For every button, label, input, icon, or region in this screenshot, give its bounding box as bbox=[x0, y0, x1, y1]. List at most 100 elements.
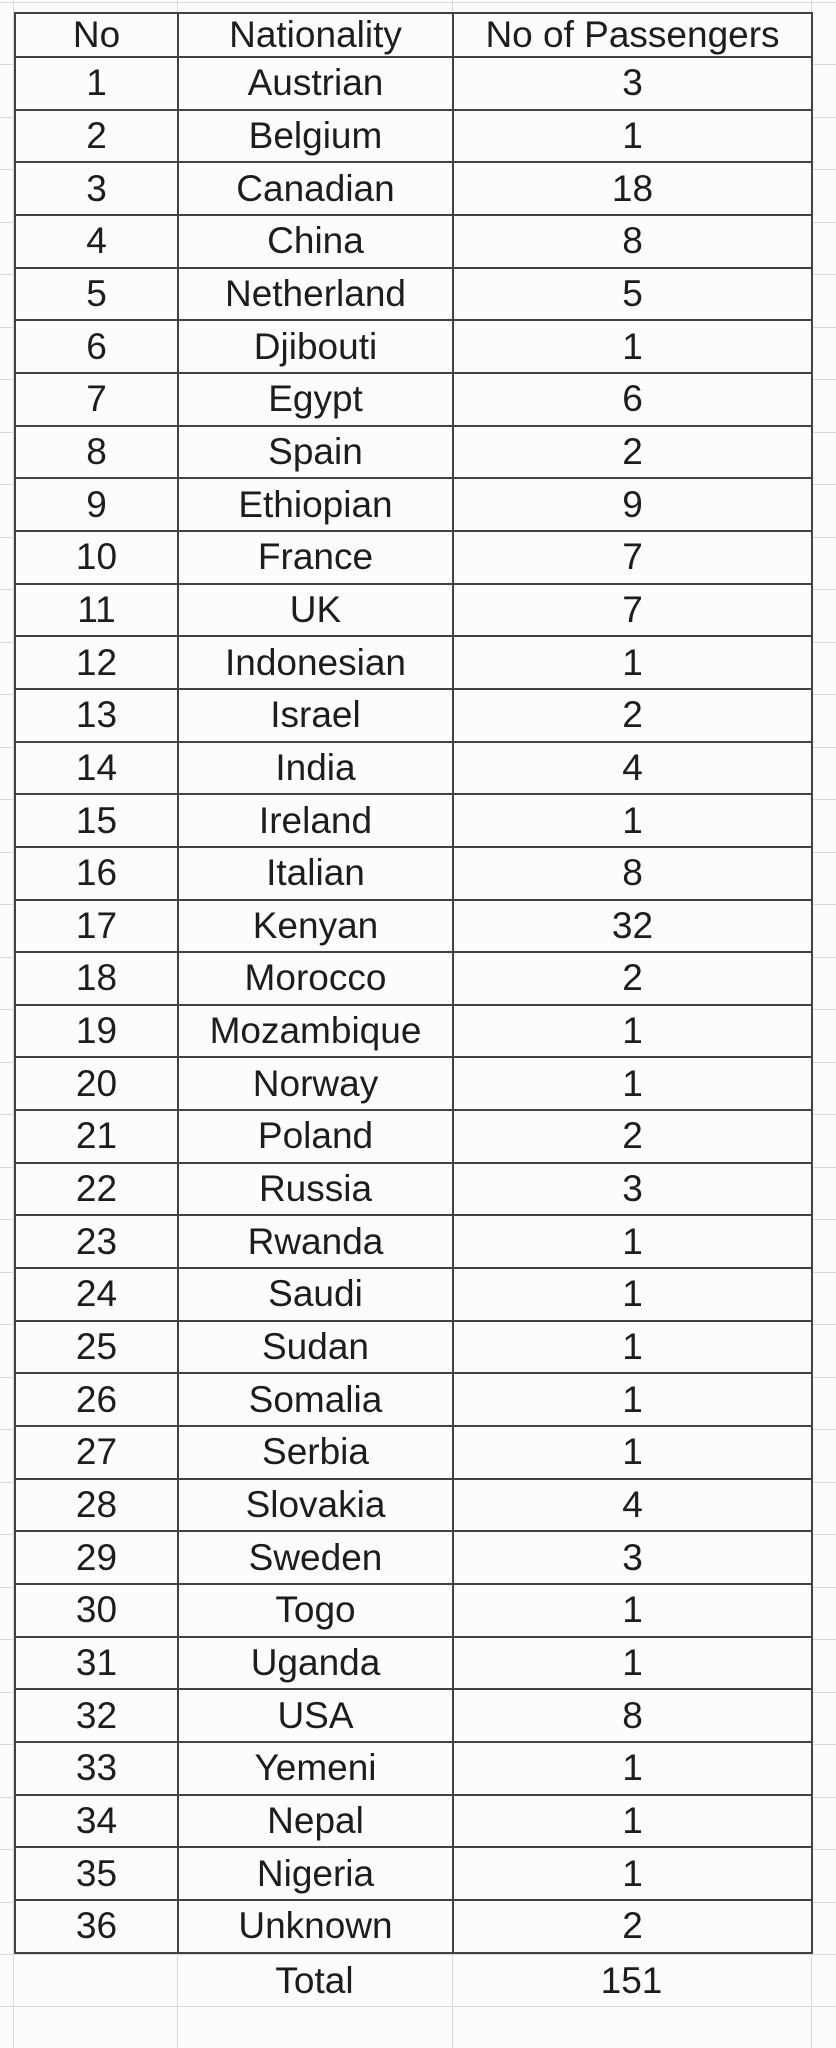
passengers-cell[interactable]: 1 bbox=[452, 1793, 813, 1849]
row-no-cell[interactable]: 26 bbox=[14, 1372, 179, 1428]
row-no-cell[interactable]: 31 bbox=[14, 1635, 179, 1691]
nationality-cell[interactable]: China bbox=[177, 213, 454, 269]
row-no-cell[interactable]: 4 bbox=[14, 213, 179, 269]
row-no-cell[interactable]: 6 bbox=[14, 319, 179, 374]
passengers-cell[interactable]: 1 bbox=[452, 1056, 813, 1112]
row-no-cell[interactable]: 11 bbox=[14, 582, 179, 638]
row-no-cell[interactable]: 36 bbox=[14, 1898, 179, 1955]
row-no-cell[interactable]: 10 bbox=[14, 529, 179, 585]
passengers-cell[interactable]: 1 bbox=[452, 793, 813, 848]
row-no-cell[interactable]: 3 bbox=[14, 161, 179, 216]
row-no-cell[interactable]: 25 bbox=[14, 1319, 179, 1375]
passengers-cell[interactable]: 1 bbox=[452, 1583, 813, 1638]
passengers-cell[interactable]: 3 bbox=[452, 56, 813, 111]
nationality-cell[interactable]: Ethiopian bbox=[177, 477, 454, 532]
row-no-cell[interactable]: 33 bbox=[14, 1741, 179, 1796]
passengers-cell[interactable]: 1 bbox=[452, 1846, 813, 1901]
nationality-cell[interactable]: USA bbox=[177, 1688, 454, 1743]
passengers-cell[interactable]: 7 bbox=[452, 529, 813, 585]
nationality-cell[interactable]: Russia bbox=[177, 1161, 454, 1217]
row-no-cell[interactable]: 2 bbox=[14, 108, 179, 164]
row-no-cell[interactable]: 24 bbox=[14, 1267, 179, 1322]
passengers-cell[interactable]: 1 bbox=[452, 1372, 813, 1428]
passengers-cell[interactable]: 2 bbox=[452, 687, 813, 743]
row-no-cell[interactable]: 17 bbox=[14, 898, 179, 954]
col-header-no[interactable]: No bbox=[14, 12, 179, 58]
nationality-cell[interactable]: Serbia bbox=[177, 1425, 454, 1480]
passengers-cell[interactable]: 2 bbox=[452, 424, 813, 480]
nationality-cell[interactable]: Rwanda bbox=[177, 1214, 454, 1270]
row-no-cell[interactable]: 19 bbox=[14, 1003, 179, 1059]
row-no-cell[interactable]: 29 bbox=[14, 1530, 179, 1586]
total-value-cell[interactable]: 151 bbox=[600, 1960, 663, 2001]
passengers-cell[interactable]: 9 bbox=[452, 477, 813, 532]
passengers-cell[interactable]: 5 bbox=[452, 266, 813, 322]
passengers-cell[interactable]: 3 bbox=[452, 1530, 813, 1586]
passengers-cell[interactable]: 32 bbox=[452, 898, 813, 954]
nationality-cell[interactable]: Togo bbox=[177, 1583, 454, 1638]
passengers-cell[interactable]: 1 bbox=[452, 319, 813, 374]
row-no-cell[interactable]: 5 bbox=[14, 266, 179, 322]
row-no-cell[interactable]: 1 bbox=[14, 56, 179, 111]
row-no-cell[interactable]: 7 bbox=[14, 371, 179, 427]
passengers-cell[interactable]: 2 bbox=[452, 1898, 813, 1955]
nationality-cell[interactable]: Nepal bbox=[177, 1793, 454, 1849]
nationality-cell[interactable]: Saudi bbox=[177, 1267, 454, 1322]
nationality-cell[interactable]: France bbox=[177, 529, 454, 585]
nationality-cell[interactable]: Nigeria bbox=[177, 1846, 454, 1901]
nationality-cell[interactable]: Norway bbox=[177, 1056, 454, 1112]
passengers-cell[interactable]: 7 bbox=[452, 582, 813, 638]
total-empty-cell[interactable] bbox=[14, 1954, 177, 2007]
passengers-cell[interactable]: 1 bbox=[452, 1267, 813, 1322]
passengers-cell[interactable]: 1 bbox=[452, 1003, 813, 1059]
passengers-cell[interactable]: 1 bbox=[452, 1741, 813, 1796]
nationality-cell[interactable]: Unknown bbox=[177, 1898, 454, 1955]
passengers-cell[interactable]: 4 bbox=[452, 740, 813, 796]
passengers-cell[interactable]: 3 bbox=[452, 1161, 813, 1217]
nationality-cell[interactable]: Morocco bbox=[177, 951, 454, 1006]
passengers-cell[interactable]: 4 bbox=[452, 1477, 813, 1533]
col-header-nationality[interactable]: Nationality bbox=[177, 12, 454, 58]
row-no-cell[interactable]: 18 bbox=[14, 951, 179, 1006]
row-no-cell[interactable]: 21 bbox=[14, 1109, 179, 1164]
nationality-cell[interactable]: India bbox=[177, 740, 454, 796]
nationality-cell[interactable]: Slovakia bbox=[177, 1477, 454, 1533]
row-no-cell[interactable]: 15 bbox=[14, 793, 179, 848]
passengers-cell[interactable]: 2 bbox=[452, 951, 813, 1006]
nationality-cell[interactable]: Sudan bbox=[177, 1319, 454, 1375]
passengers-cell[interactable]: 1 bbox=[452, 1425, 813, 1480]
col-header-passengers[interactable]: No of Passengers bbox=[452, 12, 813, 58]
nationality-cell[interactable]: Belgium bbox=[177, 108, 454, 164]
row-no-cell[interactable]: 8 bbox=[14, 424, 179, 480]
row-no-cell[interactable]: 27 bbox=[14, 1425, 179, 1480]
nationality-cell[interactable]: UK bbox=[177, 582, 454, 638]
row-no-cell[interactable]: 16 bbox=[14, 845, 179, 901]
passengers-cell[interactable]: 1 bbox=[452, 635, 813, 690]
passengers-cell[interactable]: 6 bbox=[452, 371, 813, 427]
nationality-cell[interactable]: Israel bbox=[177, 687, 454, 743]
nationality-cell[interactable]: Sweden bbox=[177, 1530, 454, 1586]
nationality-cell[interactable]: Uganda bbox=[177, 1635, 454, 1691]
row-no-cell[interactable]: 12 bbox=[14, 635, 179, 690]
passengers-cell[interactable]: 8 bbox=[452, 845, 813, 901]
nationality-cell[interactable]: Djibouti bbox=[177, 319, 454, 374]
passengers-cell[interactable]: 1 bbox=[452, 1214, 813, 1270]
nationality-cell[interactable]: Ireland bbox=[177, 793, 454, 848]
nationality-cell[interactable]: Spain bbox=[177, 424, 454, 480]
row-no-cell[interactable]: 13 bbox=[14, 687, 179, 743]
passengers-cell[interactable]: 2 bbox=[452, 1109, 813, 1164]
nationality-cell[interactable]: Italian bbox=[177, 845, 454, 901]
row-no-cell[interactable]: 30 bbox=[14, 1583, 179, 1638]
row-no-cell[interactable]: 28 bbox=[14, 1477, 179, 1533]
total-label-cell[interactable]: Total bbox=[275, 1960, 354, 2001]
nationality-cell[interactable]: Netherland bbox=[177, 266, 454, 322]
nationality-cell[interactable]: Indonesian bbox=[177, 635, 454, 690]
row-no-cell[interactable]: 32 bbox=[14, 1688, 179, 1743]
passengers-cell[interactable]: 1 bbox=[452, 1635, 813, 1691]
row-no-cell[interactable]: 9 bbox=[14, 477, 179, 532]
row-no-cell[interactable]: 35 bbox=[14, 1846, 179, 1901]
passengers-cell[interactable]: 8 bbox=[452, 1688, 813, 1743]
nationality-cell[interactable]: Somalia bbox=[177, 1372, 454, 1428]
nationality-cell[interactable]: Egypt bbox=[177, 371, 454, 427]
nationality-cell[interactable]: Austrian bbox=[177, 56, 454, 111]
